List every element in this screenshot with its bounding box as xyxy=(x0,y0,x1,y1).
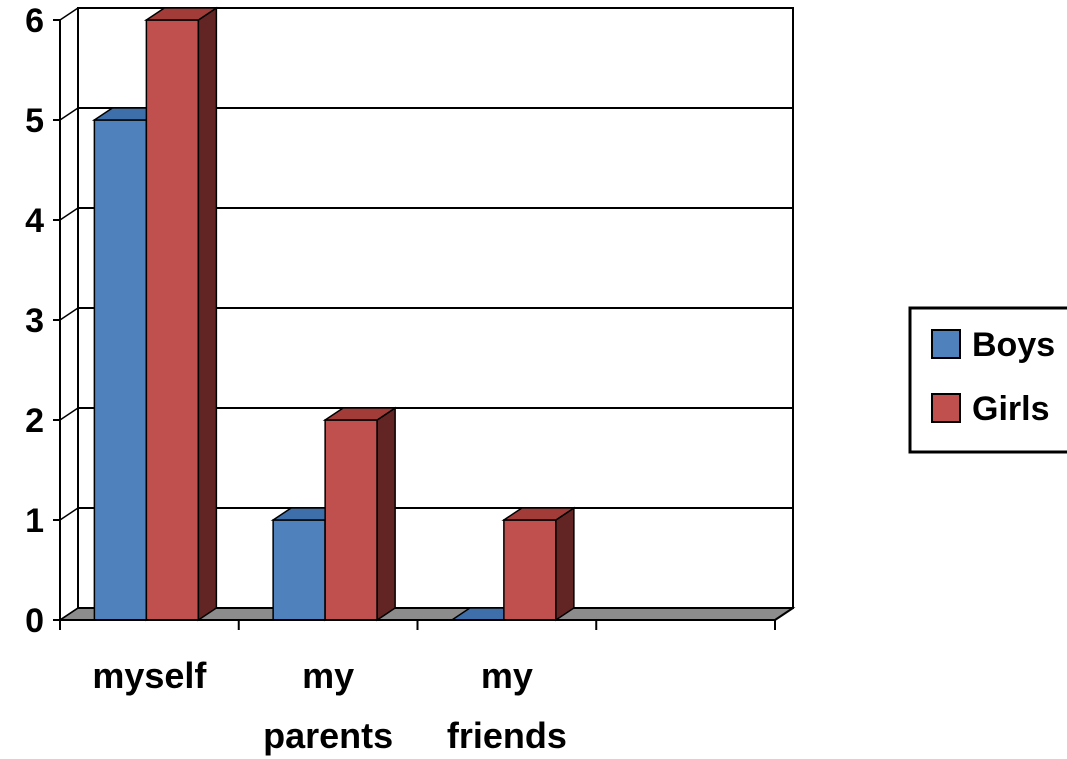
x-category-label: my xyxy=(481,655,533,696)
x-category-label: parents xyxy=(263,715,393,756)
bar-top xyxy=(501,507,577,521)
bar-side xyxy=(376,406,396,622)
bar-front xyxy=(145,19,200,621)
gridline-side xyxy=(59,507,79,521)
y-tick-label: 6 xyxy=(25,2,44,40)
y-tick-label: 5 xyxy=(25,102,44,140)
bar-side xyxy=(555,506,575,622)
y-tick-label: 3 xyxy=(25,302,44,340)
bar-front xyxy=(324,419,378,621)
gridline-side xyxy=(59,407,79,421)
bar-girls xyxy=(143,6,219,622)
y-tick-label: 0 xyxy=(25,602,44,640)
bar-side xyxy=(197,6,218,622)
bar-front xyxy=(503,519,557,621)
gridline-side xyxy=(59,607,79,621)
gridline-side xyxy=(59,107,79,121)
y-tick-label: 4 xyxy=(25,202,44,240)
gridline-side xyxy=(59,307,79,321)
bar-girls xyxy=(501,506,577,622)
bar-top xyxy=(143,7,219,21)
bar-top xyxy=(322,407,398,421)
x-category-label: my xyxy=(302,655,354,696)
y-tick-label: 1 xyxy=(25,502,44,540)
gridline-side xyxy=(59,207,79,221)
bar-front xyxy=(93,119,148,621)
legend: Boys Girls xyxy=(908,306,1067,454)
gridline-side xyxy=(59,7,79,21)
x-category-label: myself xyxy=(92,655,207,696)
bar-front xyxy=(272,519,326,621)
legend-swatch xyxy=(931,393,961,423)
legend-label: Boys xyxy=(972,326,1055,364)
legend-label: Girls xyxy=(972,390,1049,428)
legend-swatch xyxy=(931,329,961,359)
x-category-label: friends xyxy=(447,715,567,756)
floor-right-edge xyxy=(774,607,794,621)
bar-girls xyxy=(322,406,398,622)
y-tick-label: 2 xyxy=(25,402,44,440)
